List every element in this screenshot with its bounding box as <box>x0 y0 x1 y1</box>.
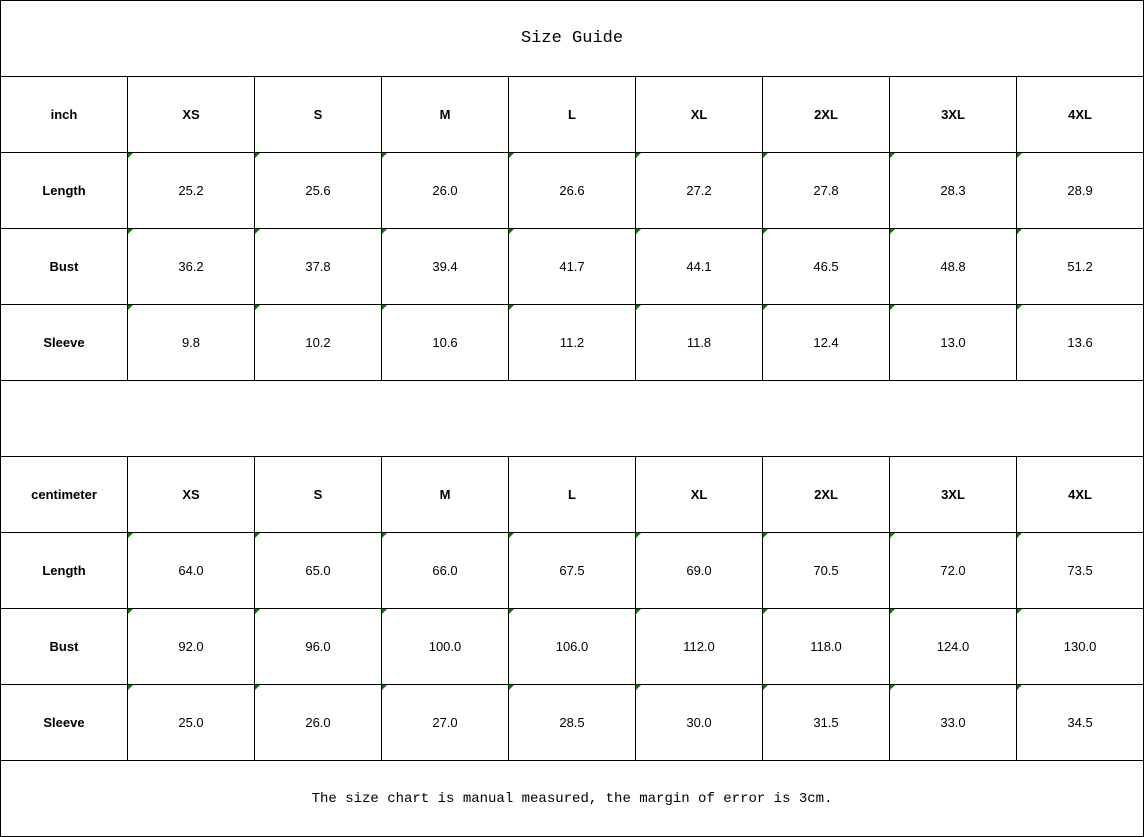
footnote: The size chart is manual measured, the m… <box>0 760 1144 837</box>
measurement-cell: 92.0 <box>127 608 255 685</box>
size-header: L <box>508 456 636 533</box>
measurement-cell: 41.7 <box>508 228 636 305</box>
measurement-cell: 11.2 <box>508 304 636 381</box>
measurement-cell: 106.0 <box>508 608 636 685</box>
measurement-cell: 10.6 <box>381 304 509 381</box>
size-header: 2XL <box>762 456 890 533</box>
size-header: XS <box>127 76 255 153</box>
table-row: Length 64.0 65.0 66.0 67.5 69.0 70.5 72.0 73.5 <box>0 532 1144 609</box>
size-header: S <box>254 76 382 153</box>
measurement-cell: 9.8 <box>127 304 255 381</box>
size-header: 4XL <box>1015 76 1144 153</box>
measurement-cell: 72.0 <box>889 532 1017 609</box>
table-row: Sleeve 25.0 26.0 27.0 28.5 30.0 31.5 33.0 34.5 <box>0 684 1144 761</box>
measurement-cell: 31.5 <box>762 684 890 761</box>
size-header: M <box>381 76 509 153</box>
measurement-cell: 25.2 <box>127 152 255 229</box>
measurement-cell: 70.5 <box>762 532 890 609</box>
measurement-cell: 12.4 <box>762 304 890 381</box>
size-header: XS <box>127 456 255 533</box>
unit-header: inch <box>0 76 128 153</box>
size-header: 3XL <box>889 76 1017 153</box>
measurement-cell: 124.0 <box>889 608 1017 685</box>
row-label: Length <box>0 532 128 609</box>
measurement-cell: 28.5 <box>508 684 636 761</box>
spacer-row <box>0 380 1144 457</box>
measurement-cell: 13.6 <box>1015 304 1144 381</box>
measurement-cell: 64.0 <box>127 532 255 609</box>
measurement-cell: 25.0 <box>127 684 255 761</box>
size-header: XL <box>635 456 763 533</box>
measurement-cell: 48.8 <box>889 228 1017 305</box>
unit-header: centimeter <box>0 456 128 533</box>
measurement-cell: 13.0 <box>889 304 1017 381</box>
header-row: centimeter XS S M L XL 2XL 3XL 4XL <box>0 456 1144 533</box>
row-label: Bust <box>0 608 128 685</box>
size-header: L <box>508 76 636 153</box>
table-row: Bust 36.2 37.8 39.4 41.7 44.1 46.5 48.8 51.2 <box>0 228 1144 305</box>
spacer-cell <box>0 380 1144 457</box>
table-row: Bust 92.0 96.0 100.0 106.0 112.0 118.0 124.0 130… <box>0 608 1144 685</box>
row-label: Bust <box>0 228 128 305</box>
size-header: S <box>254 456 382 533</box>
measurement-cell: 66.0 <box>381 532 509 609</box>
header-row: inch XS S M L XL 2XL 3XL 4XL <box>0 76 1144 153</box>
table-row: Sleeve 9.8 10.2 10.6 11.2 11.8 12.4 13.0 13.6 <box>0 304 1144 381</box>
measurement-cell: 34.5 <box>1015 684 1144 761</box>
measurement-cell: 51.2 <box>1015 228 1144 305</box>
measurement-cell: 130.0 <box>1015 608 1144 685</box>
measurement-cell: 37.8 <box>254 228 382 305</box>
measurement-cell: 27.8 <box>762 152 890 229</box>
measurement-cell: 10.2 <box>254 304 382 381</box>
row-label: Sleeve <box>0 684 128 761</box>
measurement-cell: 27.2 <box>635 152 763 229</box>
size-header: 4XL <box>1015 456 1144 533</box>
measurement-cell: 100.0 <box>381 608 509 685</box>
measurement-cell: 96.0 <box>254 608 382 685</box>
measurement-cell: 46.5 <box>762 228 890 305</box>
measurement-cell: 44.1 <box>635 228 763 305</box>
measurement-cell: 112.0 <box>635 608 763 685</box>
page-title: Size Guide <box>0 0 1144 77</box>
measurement-cell: 28.3 <box>889 152 1017 229</box>
measurement-cell: 25.6 <box>254 152 382 229</box>
measurement-cell: 39.4 <box>381 228 509 305</box>
row-label: Length <box>0 152 128 229</box>
measurement-cell: 26.0 <box>254 684 382 761</box>
measurement-cell: 73.5 <box>1015 532 1144 609</box>
table-row: Length 25.2 25.6 26.0 26.6 27.2 27.8 28.3 28.9 <box>0 152 1144 229</box>
measurement-cell: 67.5 <box>508 532 636 609</box>
measurement-cell: 118.0 <box>762 608 890 685</box>
measurement-cell: 27.0 <box>381 684 509 761</box>
measurement-cell: 26.6 <box>508 152 636 229</box>
measurement-cell: 30.0 <box>635 684 763 761</box>
size-header: 3XL <box>889 456 1017 533</box>
note-row: The size chart is manual measured, the m… <box>0 760 1144 837</box>
row-label: Sleeve <box>0 304 128 381</box>
measurement-cell: 36.2 <box>127 228 255 305</box>
measurement-cell: 11.8 <box>635 304 763 381</box>
size-header: M <box>381 456 509 533</box>
size-header: 2XL <box>762 76 890 153</box>
measurement-cell: 33.0 <box>889 684 1017 761</box>
size-header: XL <box>635 76 763 153</box>
measurement-cell: 28.9 <box>1015 152 1144 229</box>
measurement-cell: 26.0 <box>381 152 509 229</box>
measurement-cell: 65.0 <box>254 532 382 609</box>
title-row: Size Guide <box>0 0 1144 77</box>
measurement-cell: 69.0 <box>635 532 763 609</box>
